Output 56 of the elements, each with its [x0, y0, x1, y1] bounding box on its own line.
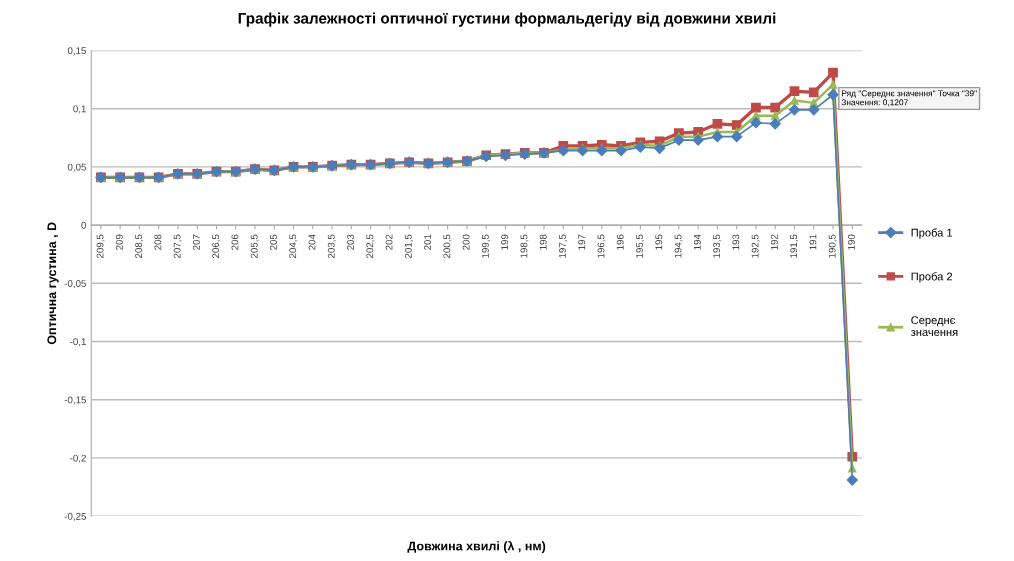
x-tick-label: 208,5 — [135, 234, 144, 258]
annotation: Ряд "Середнє значення" Точка "39" Значення: 0,1207 — [841, 90, 977, 107]
x-axis-title: Довжина хвилі (λ , нм) — [407, 540, 546, 553]
x-tick-label: 203,5 — [327, 234, 336, 258]
x-tick-label: 202 — [385, 234, 393, 250]
x-tick-label: 194,5 — [674, 234, 683, 258]
x-tick-label: 200,5 — [443, 234, 452, 258]
x-tick-label: 204,5 — [289, 234, 298, 258]
chart-title: Графік залежності оптичної густини формальдегіду від довжини хвилі — [238, 12, 776, 27]
x-tick-label: 198,5 — [520, 234, 529, 258]
x-tick-label: 194 — [693, 234, 701, 250]
x-tick-label: 193 — [732, 234, 740, 250]
x-tick-label: 200 — [462, 234, 470, 250]
y-tick-label: -0,15 — [64, 396, 86, 405]
x-tick-label: 209 — [115, 234, 123, 250]
x-tick-label: 195 — [655, 234, 663, 250]
x-tick-label: 195,5 — [636, 234, 645, 258]
y-tick-label: 0,05 — [67, 163, 86, 172]
x-tick-label: 202,5 — [366, 234, 375, 258]
x-tick-label: 191,5 — [790, 234, 799, 258]
y-tick-label: 0,15 — [67, 47, 86, 56]
x-tick-label: 204 — [308, 234, 316, 250]
y-tick-label: -0,05 — [64, 280, 86, 289]
y-tick-label: -0,2 — [70, 454, 86, 463]
x-tick-label: 208 — [154, 234, 162, 250]
y-tick-label: 0,1 — [73, 105, 86, 114]
legend-label: Середнє значення — [910, 316, 958, 337]
legend-label: Проба 2 — [911, 272, 953, 283]
x-tick-label: 201 — [424, 234, 432, 250]
x-tick-label: 192,5 — [751, 234, 760, 258]
x-tick-label: 190,5 — [828, 234, 837, 258]
x-tick-label: 199,5 — [481, 234, 490, 258]
x-tick-label: 192 — [770, 234, 778, 250]
legend-label: Проба 1 — [911, 228, 953, 239]
x-tick-label: 201,5 — [404, 234, 413, 258]
x-tick-label: 207 — [192, 234, 200, 250]
x-tick-label: 198 — [539, 234, 547, 250]
x-tick-label: 206 — [231, 234, 239, 250]
x-tick-label: 197,5 — [559, 234, 568, 258]
y-axis-title: Оптична густина , D — [47, 222, 59, 345]
x-tick-label: 190 — [847, 234, 855, 250]
x-tick-label: 199 — [501, 234, 509, 250]
x-tick-label: 196,5 — [597, 234, 606, 258]
x-tick-label: 203 — [347, 234, 354, 250]
x-tick-label: 209,5 — [96, 234, 105, 258]
x-tick-label: 193,5 — [713, 234, 722, 258]
y-tick-label: -0,1 — [70, 338, 86, 347]
x-tick-label: 206,5 — [212, 234, 221, 258]
x-tick-label: 205,5 — [250, 234, 259, 258]
x-tick-label: 196 — [616, 234, 624, 250]
x-tick-label: 205 — [270, 234, 277, 250]
x-tick-label: 197 — [578, 234, 586, 250]
y-tick-label: 0 — [81, 221, 87, 229]
x-tick-label: 191 — [809, 234, 817, 250]
y-tick-label: -0,25 — [64, 512, 86, 521]
x-tick-label: 207,5 — [173, 234, 182, 258]
